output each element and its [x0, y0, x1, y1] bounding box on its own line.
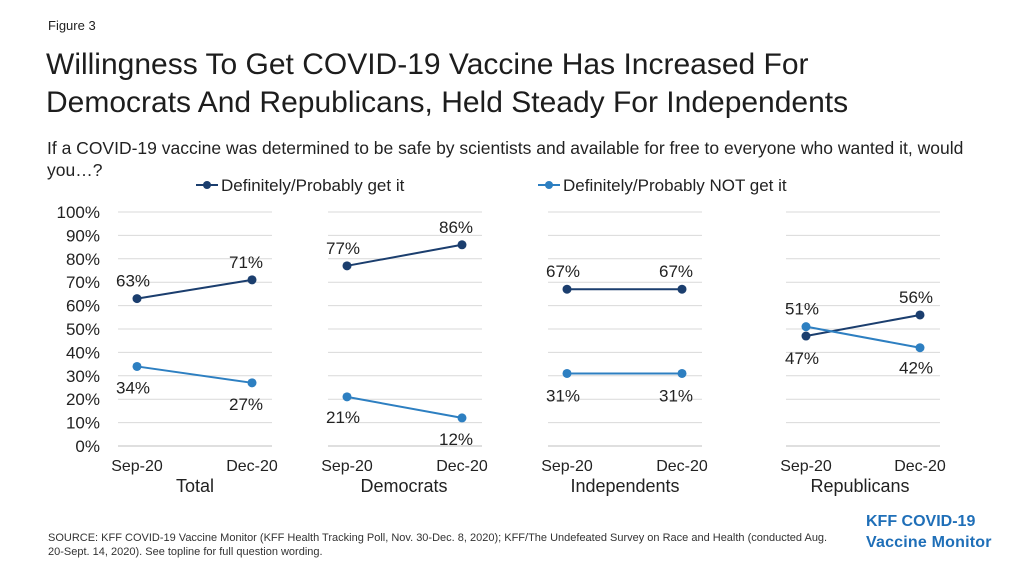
- data-label: 31%: [659, 386, 693, 405]
- x-tick-label: Dec-20: [436, 458, 488, 475]
- data-label: 63%: [116, 272, 150, 291]
- data-label: 34%: [116, 378, 150, 397]
- data-point: [457, 240, 467, 250]
- data-label: 56%: [899, 288, 933, 307]
- data-point: [342, 261, 352, 271]
- figure-label: Figure 3: [48, 18, 96, 33]
- data-point: [132, 294, 142, 304]
- x-tick-label: Dec-20: [656, 458, 708, 475]
- data-label: 12%: [439, 430, 473, 449]
- x-tick-label: Dec-20: [894, 458, 946, 475]
- data-label: 27%: [229, 395, 263, 414]
- data-label: 71%: [229, 253, 263, 272]
- series-line-get-it: [136, 278, 253, 300]
- logo-line-2: Vaccine Monitor: [866, 534, 992, 551]
- y-tick-label: 60%: [66, 297, 100, 316]
- x-tick-label: Sep-20: [111, 458, 163, 475]
- y-tick-label: 80%: [66, 250, 100, 269]
- data-point: [342, 392, 352, 402]
- chart-title: Willingness To Get COVID-19 Vaccine Has …: [46, 46, 986, 122]
- series-line-get-it: [805, 313, 921, 338]
- x-tick-label: Sep-20: [780, 458, 832, 475]
- series-line-not-get-it: [346, 395, 463, 419]
- data-point: [457, 413, 467, 423]
- y-tick-label: 90%: [66, 226, 100, 245]
- series-line-not-get-it: [805, 325, 921, 349]
- data-point: [562, 284, 572, 294]
- y-tick-label: 20%: [66, 390, 100, 409]
- x-tick-label: Sep-20: [321, 458, 373, 475]
- chart-subtitle: If a COVID-19 vaccine was determined to …: [47, 138, 964, 180]
- y-tick-label: 70%: [66, 273, 100, 292]
- data-point: [801, 322, 811, 332]
- logo-line-1: KFF COVID-19: [866, 513, 976, 530]
- data-point: [562, 368, 572, 378]
- legend-label-1: Definitely/Probably get it: [221, 176, 405, 195]
- panel-label-republicans: Republicans: [810, 476, 909, 496]
- data-label: 86%: [439, 218, 473, 237]
- data-point: [677, 284, 687, 294]
- y-tick-label: 30%: [66, 367, 100, 386]
- y-tick-label: 40%: [66, 343, 100, 362]
- data-point: [247, 378, 257, 388]
- data-label: 77%: [326, 239, 360, 258]
- series-line-get-it: [346, 243, 463, 267]
- data-point: [247, 275, 257, 285]
- data-label: 67%: [659, 262, 693, 281]
- data-point: [677, 368, 687, 378]
- legend-marker-2: [545, 181, 553, 189]
- y-tick-label: 100%: [57, 203, 100, 222]
- chart-title-line-2: Democrats And Republicans, Held Steady F…: [46, 86, 849, 119]
- series-line-not-get-it: [136, 365, 253, 384]
- data-point: [801, 331, 811, 341]
- panel-label-democrats: Democrats: [360, 476, 447, 496]
- y-tick-label: 0%: [75, 437, 100, 456]
- y-tick-label: 50%: [66, 320, 100, 339]
- chart-title-line-1: Willingness To Get COVID-19 Vaccine Has …: [46, 48, 809, 81]
- data-point: [915, 343, 925, 353]
- kff-logo: KFF COVID-19 Vaccine Monitor: [866, 511, 992, 553]
- legend-marker-1: [203, 181, 211, 189]
- y-tick-label: 10%: [66, 414, 100, 433]
- x-tick-label: Dec-20: [226, 458, 278, 475]
- data-label: 42%: [899, 359, 933, 378]
- legend-label-2: Definitely/Probably NOT get it: [563, 176, 787, 195]
- x-tick-label: Sep-20: [541, 458, 593, 475]
- source-note: SOURCE: KFF COVID-19 Vaccine Monitor (KF…: [48, 532, 828, 558]
- data-label: 21%: [326, 408, 360, 427]
- data-point: [132, 361, 142, 371]
- data-label: 67%: [546, 262, 580, 281]
- data-point: [915, 310, 925, 320]
- data-label: 31%: [546, 386, 580, 405]
- data-label: 51%: [785, 300, 819, 319]
- data-label: 47%: [785, 349, 819, 368]
- panel-label-independents: Independents: [570, 476, 679, 496]
- panel-label-total: Total: [176, 476, 214, 496]
